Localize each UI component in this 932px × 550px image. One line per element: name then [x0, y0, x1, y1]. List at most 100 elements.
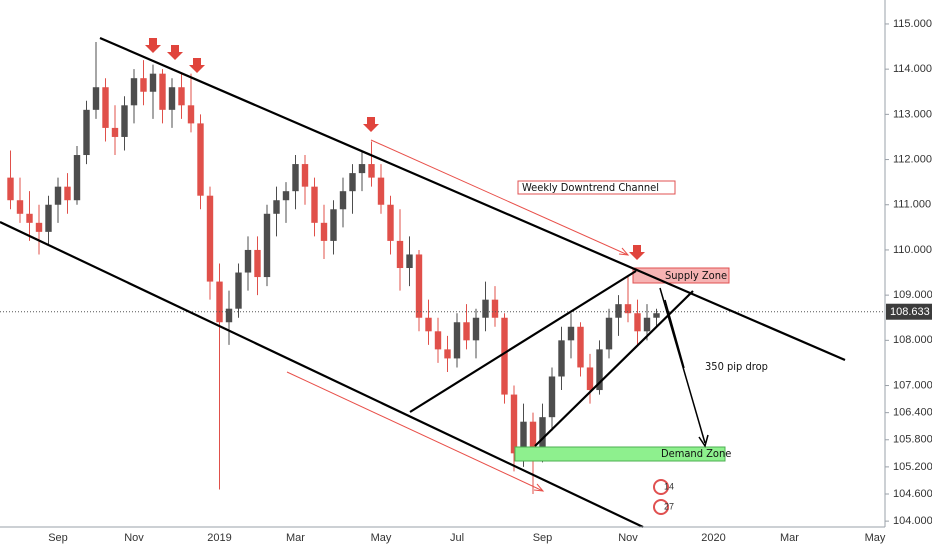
candle-body	[472, 317, 480, 341]
candle-body	[368, 164, 375, 178]
drop-arrow-head	[698, 434, 709, 448]
candle-body	[197, 123, 204, 196]
y-tick-label: 113.000	[893, 108, 932, 120]
candle-body	[263, 213, 271, 278]
candle-body	[396, 240, 404, 269]
top-marker	[363, 117, 379, 132]
x-tick-label: Mar	[780, 532, 799, 544]
candle-body	[26, 213, 33, 223]
candle-body	[634, 313, 641, 332]
y-tick-label: 111.000	[893, 199, 931, 211]
y-axis-panel	[885, 0, 932, 550]
x-tick-label: Sep	[533, 532, 553, 544]
candle-body	[92, 87, 100, 110]
candle-body	[339, 191, 347, 210]
candle-body	[282, 191, 290, 201]
candle-body	[539, 417, 546, 454]
candle-body	[491, 299, 499, 318]
badge-label: 14	[664, 481, 674, 491]
drop-leader	[664, 299, 685, 369]
candle-body	[216, 281, 223, 323]
candle-body	[482, 299, 489, 318]
x-tick-label: May	[865, 532, 886, 544]
axes: 115.000 114.000 113.000 112.000 111.000 110.0…	[48, 18, 932, 544]
drop-label: 350 pip drop	[705, 360, 768, 373]
x-tick-label: Jul	[450, 532, 464, 544]
candle-body	[235, 272, 242, 309]
candle-body	[311, 186, 318, 223]
candle-body	[330, 209, 337, 241]
candle-body	[510, 394, 518, 454]
badge	[653, 499, 669, 515]
y-tick-label: 105.200	[893, 461, 932, 473]
channel-lower	[0, 221, 644, 528]
candle-body	[244, 249, 252, 273]
y-tick-label: 114.000	[893, 63, 932, 75]
candle-body	[415, 254, 423, 318]
guide-lower	[286, 371, 544, 492]
y-tick-label: 110.000	[893, 244, 932, 256]
drop-arrow	[659, 287, 706, 444]
x-tick-label: 2020	[701, 532, 725, 544]
candle-body	[624, 304, 632, 314]
x-tick-label: May	[371, 532, 392, 544]
candle-body	[320, 222, 328, 241]
candles	[0, 42, 885, 495]
candle-body	[558, 340, 565, 377]
guide-upper-head	[618, 247, 630, 256]
candle-body	[83, 109, 90, 156]
y-tick-label: 105.800	[893, 434, 932, 446]
badge-label: 27	[664, 501, 674, 511]
candle-body	[292, 164, 299, 192]
x-tick-label: Mar	[286, 532, 305, 544]
candle-body	[377, 177, 385, 205]
candle-body	[225, 308, 233, 323]
guide-upper	[370, 139, 629, 256]
channel-label-box	[517, 180, 676, 195]
demand-zone-label: Demand Zone	[661, 447, 731, 460]
y-tick-label: 112.000	[893, 153, 932, 165]
candle-body	[586, 367, 594, 391]
candle-body	[35, 222, 43, 232]
candle-body	[206, 195, 214, 282]
candle-body	[567, 326, 575, 341]
candle-body	[111, 127, 119, 137]
last-price-box	[886, 303, 932, 320]
y-tick-label: 104.000	[893, 515, 932, 527]
guide-lower-head	[533, 483, 545, 492]
demand-zone	[514, 446, 726, 462]
candle-body	[178, 87, 185, 106]
candle-body	[605, 317, 613, 350]
candle-body	[406, 254, 413, 269]
candle-body	[73, 155, 81, 201]
candle-body	[349, 173, 356, 192]
candle-body	[187, 105, 195, 124]
candle-body	[520, 421, 527, 454]
candle-body	[102, 87, 109, 128]
channel-label: Weekly Downtrend Channel	[522, 181, 659, 194]
x-tick-label: Sep	[48, 532, 68, 544]
candle-body	[577, 326, 584, 368]
candle-body	[615, 304, 622, 318]
top-markers	[145, 38, 645, 260]
drop-arrows	[659, 287, 709, 448]
supply-zone-label: Supply Zone	[665, 269, 727, 282]
candle-body	[643, 317, 651, 332]
candle-body	[387, 204, 394, 241]
y-tick-label: 108.000	[893, 334, 932, 346]
x-tick-label: 2019	[207, 532, 231, 544]
x-tick-label: Nov	[618, 532, 638, 544]
candle-body	[434, 331, 442, 350]
candle-body	[54, 186, 62, 205]
candle-body	[444, 349, 451, 359]
candle-body	[548, 376, 556, 418]
candle-body	[596, 349, 603, 391]
candle-body	[130, 78, 138, 106]
channel-upper	[99, 36, 846, 362]
y-tick-label: 107.000	[893, 379, 932, 391]
top-marker	[629, 245, 645, 260]
candle-body	[168, 87, 176, 110]
candle-body	[254, 249, 261, 278]
candle-body	[425, 317, 432, 332]
